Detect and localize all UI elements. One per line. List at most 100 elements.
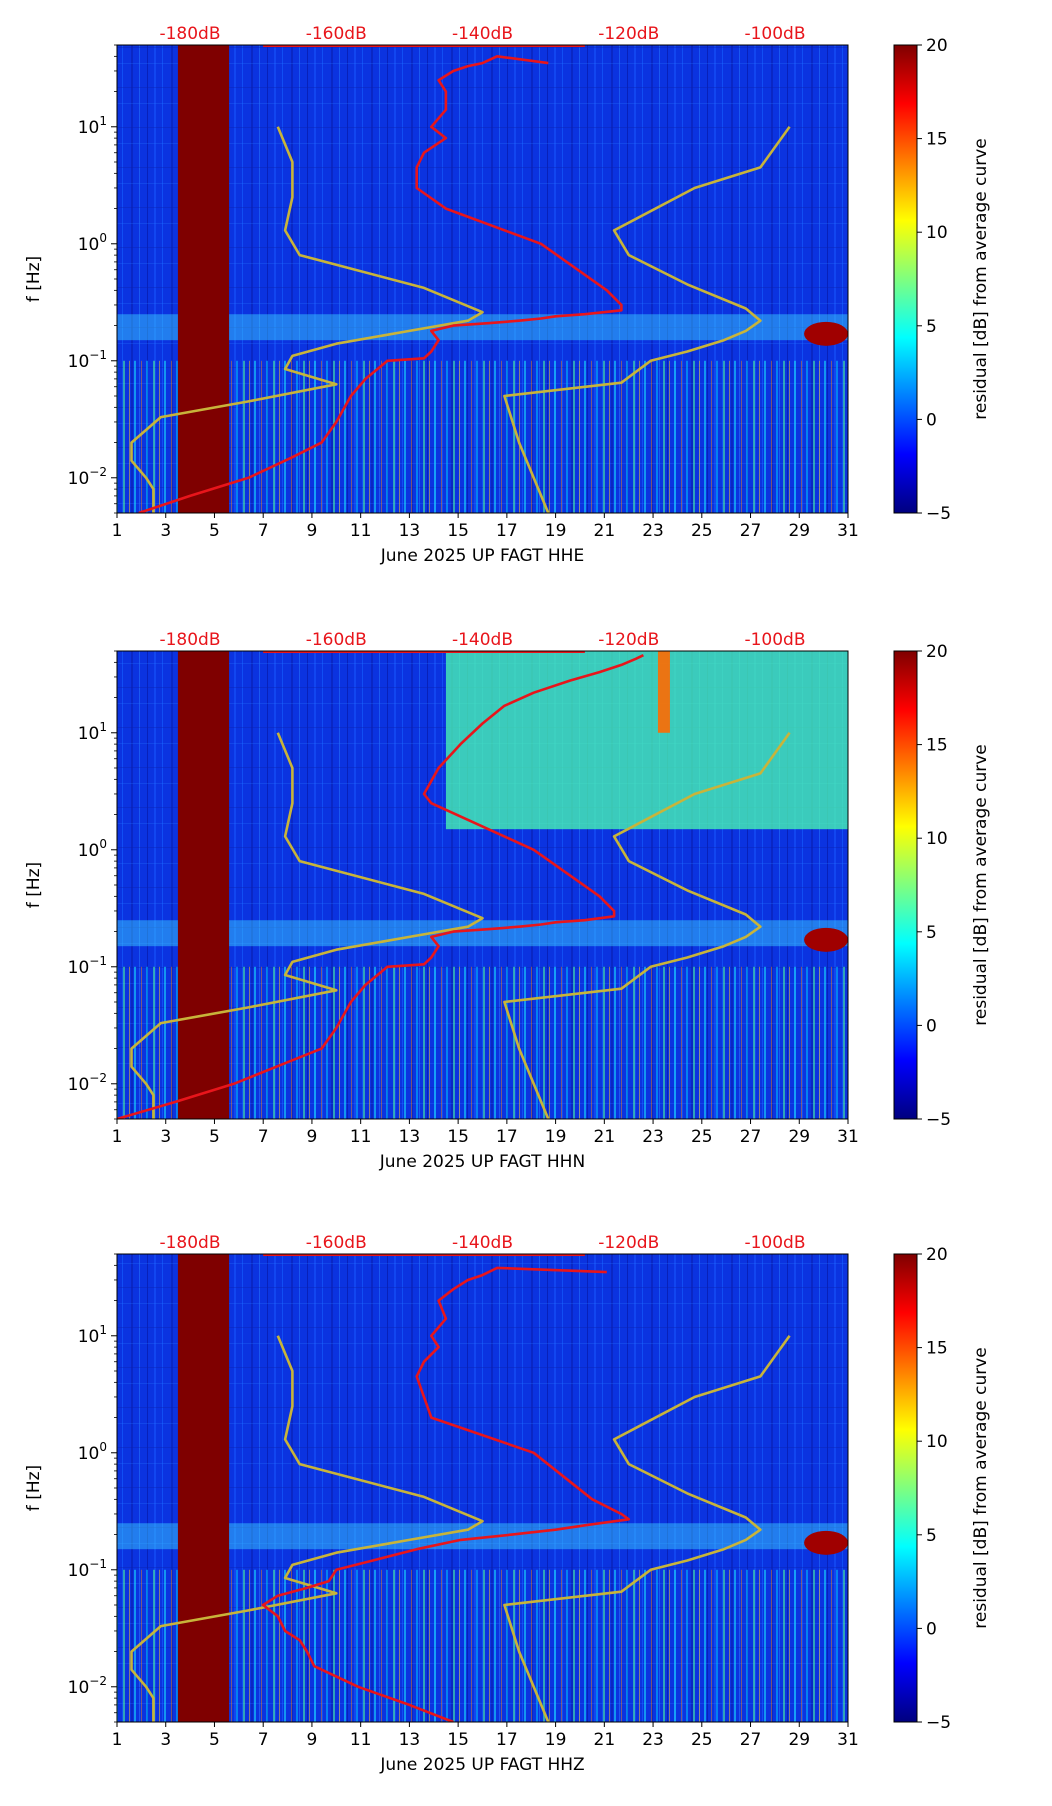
x-tick-label: 17 bbox=[496, 1730, 518, 1750]
top-db-label: -140dB bbox=[452, 630, 513, 650]
colorbar-tick-label: 15 bbox=[926, 736, 948, 756]
colorbar-tick-label: 0 bbox=[926, 410, 937, 430]
data-gap bbox=[177, 651, 230, 1119]
top-db-label: -120dB bbox=[598, 630, 659, 650]
top-db-label: -180dB bbox=[159, 630, 220, 650]
x-tick-label: 15 bbox=[447, 1127, 469, 1147]
colorbar-tick-label: 0 bbox=[926, 1016, 937, 1036]
colorbar-tick-label: 10 bbox=[926, 1432, 948, 1452]
x-tick-label: 27 bbox=[740, 1127, 762, 1147]
top-db-label: -180dB bbox=[159, 1233, 220, 1253]
plot-area bbox=[117, 651, 848, 1119]
psd-curve bbox=[138, 55, 623, 513]
y-tick-label: 10−2 bbox=[68, 465, 107, 489]
x-tick-label: 7 bbox=[258, 1730, 269, 1750]
x-tick-label: 25 bbox=[691, 1127, 713, 1147]
x-tick-label: 21 bbox=[594, 1730, 616, 1750]
high-noise-model bbox=[503, 732, 791, 1119]
y-tick-label: 101 bbox=[78, 720, 107, 744]
spectrogram-spikes bbox=[117, 360, 848, 513]
colorbar-tick-label: 0 bbox=[926, 1619, 937, 1639]
colorbar-tick-label: 5 bbox=[926, 1526, 937, 1546]
x-tick-label: 11 bbox=[350, 1127, 372, 1147]
x-tick-label: 21 bbox=[594, 521, 616, 541]
x-tick-label: 25 bbox=[691, 1730, 713, 1750]
x-tick-label: 3 bbox=[160, 521, 171, 541]
x-tick-label: 21 bbox=[594, 1127, 616, 1147]
x-tick-label: 7 bbox=[258, 521, 269, 541]
top-db-label: -160dB bbox=[306, 1233, 367, 1253]
y-tick-label: 100 bbox=[78, 231, 107, 255]
x-tick-label: 9 bbox=[307, 1730, 318, 1750]
x-tick-label: 25 bbox=[691, 521, 713, 541]
colorbar-tick-label: −5 bbox=[926, 504, 951, 524]
data-gap bbox=[177, 1254, 230, 1722]
colorbar: −5 0 5 10 15 20 residual [dB] from average cur… bbox=[893, 36, 991, 524]
colorbar: −5 0 5 10 15 20 residual [dB] from average cur… bbox=[893, 1245, 991, 1733]
low-noise-model bbox=[130, 1335, 484, 1722]
top-db-label: -100dB bbox=[744, 1233, 805, 1253]
x-tick-label: 17 bbox=[496, 521, 518, 541]
x-tick-label: 5 bbox=[209, 521, 220, 541]
x-tick-label: 1 bbox=[112, 1127, 123, 1147]
x-tick-label: 27 bbox=[740, 1730, 762, 1750]
colorbar-tick-label: 5 bbox=[926, 923, 937, 943]
x-tick-label: 1 bbox=[112, 1730, 123, 1750]
colorbar-label: residual [dB] from average curve bbox=[971, 138, 991, 419]
top-db-label: -120dB bbox=[598, 1233, 659, 1253]
microseism-band bbox=[117, 314, 848, 341]
x-tick-label: 27 bbox=[740, 521, 762, 541]
x-tick-label: 9 bbox=[307, 1127, 318, 1147]
spectrogram-spikes bbox=[117, 966, 848, 1119]
spectrogram-spikes bbox=[117, 1569, 848, 1722]
data-gap bbox=[177, 45, 230, 513]
x-tick-label: 13 bbox=[399, 521, 421, 541]
x-tick-label: 17 bbox=[496, 1127, 518, 1147]
top-db-label: -120dB bbox=[598, 24, 659, 44]
x-tick-label: 29 bbox=[788, 521, 810, 541]
colorbar-scale bbox=[893, 650, 918, 1120]
x-tick-label: 11 bbox=[350, 1730, 372, 1750]
x-tick-label: 29 bbox=[788, 1127, 810, 1147]
colorbar-tick-label: 5 bbox=[926, 317, 937, 337]
elevated-noise-spike bbox=[657, 651, 670, 733]
x-tick-label: 13 bbox=[399, 1730, 421, 1750]
storm-event bbox=[804, 927, 848, 952]
x-tick-label: 31 bbox=[837, 1127, 859, 1147]
y-tick-label: 10−1 bbox=[68, 1557, 107, 1581]
microseism-band bbox=[117, 920, 848, 947]
x-tick-label: 31 bbox=[837, 1730, 859, 1750]
y-tick-label: 10−1 bbox=[68, 348, 107, 372]
x-tick-label: 23 bbox=[642, 1127, 664, 1147]
x-axis-label: June 2025 UP FAGT HHN bbox=[379, 1152, 585, 1172]
colorbar-tick-label: 10 bbox=[926, 223, 948, 243]
top-db-label: -140dB bbox=[452, 1233, 513, 1253]
colorbar-tick-label: 20 bbox=[926, 36, 948, 56]
x-tick-label: 15 bbox=[447, 1730, 469, 1750]
colorbar: −5 0 5 10 15 20 residual [dB] from average cur… bbox=[893, 642, 991, 1130]
y-tick-label: 101 bbox=[78, 1323, 107, 1347]
x-tick-label: 7 bbox=[258, 1127, 269, 1147]
y-tick-label: 10−2 bbox=[68, 1071, 107, 1095]
x-tick-label: 29 bbox=[788, 1730, 810, 1750]
colorbar-scale bbox=[893, 1253, 918, 1723]
plot-area bbox=[117, 45, 848, 513]
colorbar-tick-label: 15 bbox=[926, 130, 948, 150]
colorbar-tick-label: −5 bbox=[926, 1713, 951, 1733]
colorbar-tick-label: 10 bbox=[926, 829, 948, 849]
y-axis-label: f [Hz] bbox=[24, 862, 44, 908]
x-tick-label: 9 bbox=[307, 521, 318, 541]
y-tick-label: 101 bbox=[78, 114, 107, 138]
colorbar-label: residual [dB] from average curve bbox=[971, 1347, 991, 1628]
top-db-label: -180dB bbox=[159, 24, 220, 44]
top-db-label: -100dB bbox=[744, 630, 805, 650]
storm-event bbox=[804, 1530, 848, 1555]
plot-area bbox=[117, 1254, 848, 1722]
x-tick-label: 19 bbox=[545, 521, 567, 541]
x-tick-label: 19 bbox=[545, 1127, 567, 1147]
colorbar-tick-label: −5 bbox=[926, 1110, 951, 1130]
y-tick-label: 10−2 bbox=[68, 1674, 107, 1698]
